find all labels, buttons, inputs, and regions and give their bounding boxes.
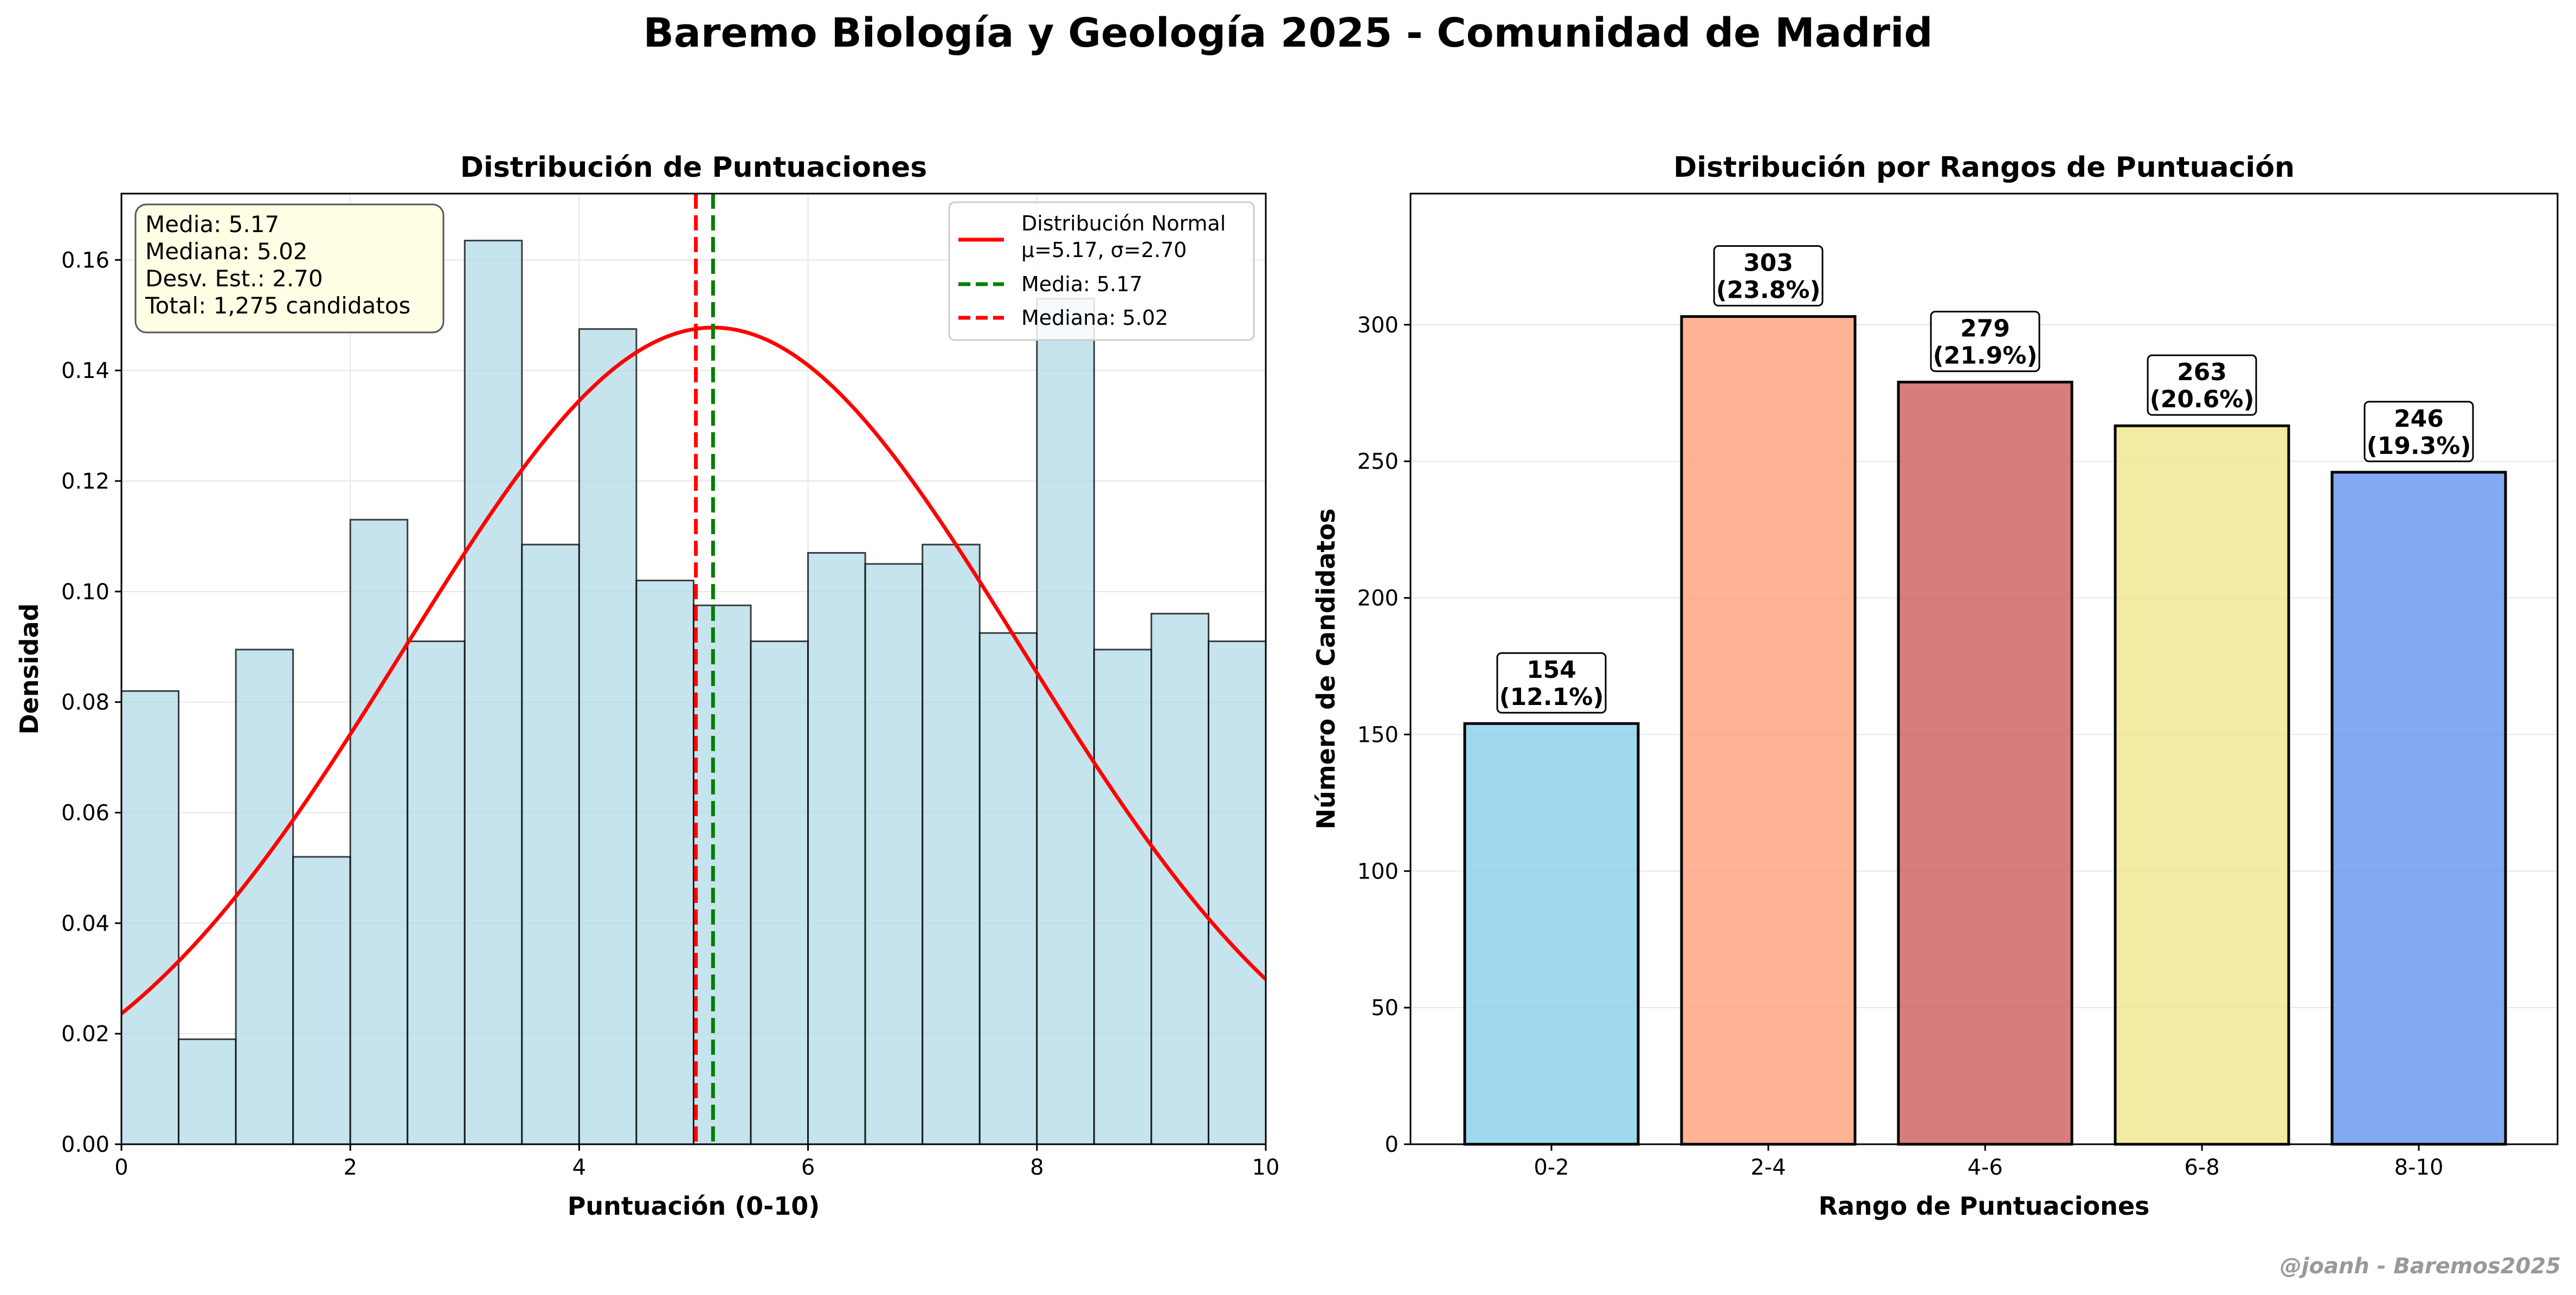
bar-value-label: 154 xyxy=(1527,656,1576,684)
bar-plot-frame xyxy=(1409,193,2559,1145)
hist-bar xyxy=(693,604,752,1145)
hist-y-tick-label: 0.08 xyxy=(61,690,110,715)
bar-percent-label: (23.8%) xyxy=(1716,277,1821,304)
hist-y-tick-label: 0.16 xyxy=(61,248,110,273)
bar-annotation-box xyxy=(1930,311,2040,373)
hist-y-tick-label: 0.14 xyxy=(61,358,110,383)
bar-annotation-box xyxy=(2147,354,2257,416)
figure-title: Baremo Biología y Geología 2025 - Comuni… xyxy=(643,10,1933,56)
bar-value-label: 279 xyxy=(1960,315,2010,343)
hist-bar xyxy=(635,579,694,1145)
stats-box-line: Total: 1,275 candidatos xyxy=(145,292,410,319)
hist-bar xyxy=(922,543,981,1145)
hist-bar xyxy=(1207,640,1267,1145)
hist-plot-frame xyxy=(120,193,1267,1145)
hist-y-tick-label: 0.10 xyxy=(61,580,110,605)
hist-bar xyxy=(578,328,637,1145)
bar-y-tick-label: 50 xyxy=(1371,996,1399,1021)
range-bar xyxy=(2114,424,2290,1146)
hist-x-axis-label: Puntuación (0-10) xyxy=(568,1191,820,1221)
legend-label-median: Mediana: 5.02 xyxy=(1021,306,1168,330)
bar-percent-label: (12.1%) xyxy=(1499,683,1604,711)
hist-bar xyxy=(463,240,523,1145)
bar-value-label: 263 xyxy=(2177,358,2227,386)
legend-label-normal-params: μ=5.17, σ=2.70 xyxy=(1021,238,1187,262)
hist-bar xyxy=(407,640,466,1145)
watermark: @joanh - Baremos2025 xyxy=(2279,1254,2561,1279)
hist-bar xyxy=(1093,649,1152,1145)
bar-title: Distribución por Rangos de Puntuación xyxy=(1673,151,2295,184)
hist-bar xyxy=(864,563,924,1145)
stats-box-line: Media: 5.17 xyxy=(145,211,279,238)
bar-annotation-box xyxy=(2364,401,2474,463)
hist-legend-box xyxy=(948,201,1255,341)
hist-x-tick-label: 0 xyxy=(114,1155,128,1180)
bar-y-tick-label: 150 xyxy=(1357,722,1399,747)
range-bar xyxy=(2330,471,2507,1146)
bar-x-tick-label: 4-6 xyxy=(1967,1155,2002,1180)
hist-y-tick-label: 0.04 xyxy=(61,911,110,936)
normal-curve-line xyxy=(120,325,1267,1015)
bar-x-tick-label: 2-4 xyxy=(1750,1155,1786,1180)
hist-x-tick-label: 10 xyxy=(1252,1155,1280,1180)
hist-y-tick-label: 0.12 xyxy=(61,469,110,494)
bar-annotation-box xyxy=(1713,245,1824,307)
hist-bar xyxy=(1150,613,1209,1145)
legend-label-mean: Media: 5.17 xyxy=(1021,272,1143,296)
bar-value-label: 246 xyxy=(2394,405,2444,433)
hist-y-tick-label: 0.02 xyxy=(61,1022,110,1047)
hist-x-tick-label: 8 xyxy=(1030,1155,1044,1180)
hist-y-axis-label: Densidad xyxy=(15,603,44,734)
hist-bar xyxy=(750,640,809,1145)
bar-y-tick-label: 300 xyxy=(1357,313,1399,338)
range-bar xyxy=(1897,381,2073,1146)
hist-bar xyxy=(349,518,409,1145)
bar-x-tick-label: 6-8 xyxy=(2184,1155,2219,1180)
hist-bar xyxy=(178,1038,237,1145)
stats-box xyxy=(134,203,445,334)
bar-y-axis-label: Número de Candidatos xyxy=(1311,508,1341,829)
hist-x-tick-label: 6 xyxy=(801,1155,815,1180)
bar-x-tick-label: 0-2 xyxy=(1534,1155,1569,1180)
hist-x-tick-label: 4 xyxy=(572,1155,586,1180)
bar-y-tick-label: 100 xyxy=(1357,859,1399,884)
stats-box-line: Desv. Est.: 2.70 xyxy=(145,265,323,292)
bar-x-tick-label: 8-10 xyxy=(2394,1155,2444,1180)
bar-value-label: 303 xyxy=(1743,249,1793,277)
bar-x-axis-label: Rango de Puntuaciones xyxy=(1819,1191,2150,1221)
bar-annotation-box xyxy=(1496,652,1607,714)
hist-title: Distribución de Puntuaciones xyxy=(460,151,927,184)
legend-label-normal: Distribución Normal xyxy=(1021,211,1226,235)
hist-bar xyxy=(120,690,180,1145)
hist-bar xyxy=(807,552,866,1145)
hist-x-tick-label: 2 xyxy=(343,1155,357,1180)
hist-bar xyxy=(521,543,580,1145)
bar-percent-label: (19.3%) xyxy=(2367,432,2471,460)
bar-y-tick-label: 200 xyxy=(1357,586,1399,611)
hist-bar xyxy=(978,632,1038,1145)
bar-percent-label: (20.6%) xyxy=(2150,386,2255,413)
range-bar xyxy=(1680,315,1857,1146)
range-bar xyxy=(1463,722,1640,1146)
hist-y-tick-label: 0.06 xyxy=(61,800,110,825)
hist-bar xyxy=(235,649,294,1145)
bar-y-tick-label: 250 xyxy=(1357,450,1399,475)
hist-bar xyxy=(292,856,351,1145)
bar-y-tick-label: 0 xyxy=(1385,1132,1399,1157)
bar-percent-label: (21.9%) xyxy=(1933,342,2038,370)
stats-box-line: Mediana: 5.02 xyxy=(145,238,308,265)
hist-y-tick-label: 0.00 xyxy=(61,1132,110,1157)
